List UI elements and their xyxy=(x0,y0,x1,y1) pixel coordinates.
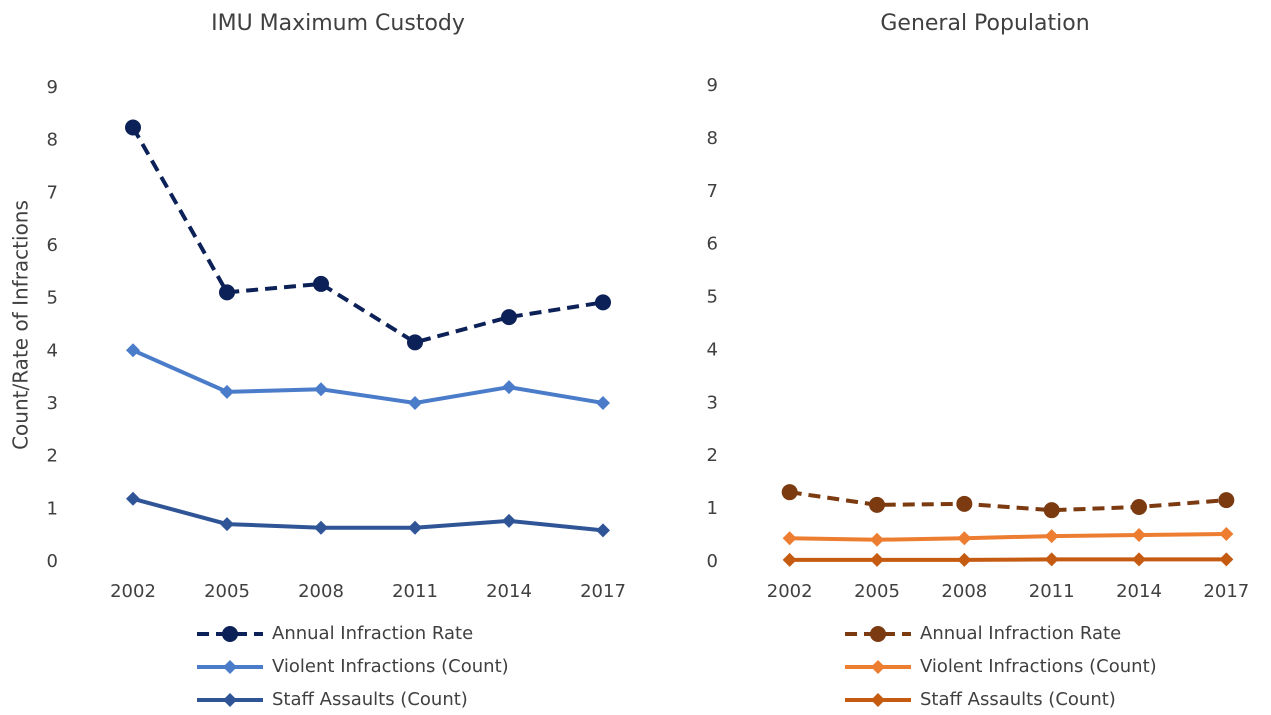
legend-marker xyxy=(223,693,237,707)
point xyxy=(596,523,610,538)
y-tick-label: 9 xyxy=(707,75,718,96)
x-tick-label: 2005 xyxy=(854,581,900,602)
y-tick-label: 4 xyxy=(47,340,58,361)
y-axis-label: Count/Rate of Infractions xyxy=(9,200,33,450)
x-tick-label: 2011 xyxy=(1029,581,1075,602)
legend-label: Violent Infractions (Count) xyxy=(920,656,1157,677)
y-tick-label: 9 xyxy=(47,77,58,98)
point xyxy=(1132,552,1146,567)
x-tick-label: 2014 xyxy=(486,581,532,602)
series-line xyxy=(789,531,1227,542)
y-tick-label: 8 xyxy=(707,128,718,149)
legend-label: Annual Infraction Rate xyxy=(272,623,473,644)
point xyxy=(126,491,140,506)
point xyxy=(501,309,517,326)
point xyxy=(596,395,610,410)
point xyxy=(957,552,972,567)
x-tick-label: 2002 xyxy=(110,581,156,602)
chart-title: General Population xyxy=(880,11,1089,36)
legend-marker xyxy=(870,626,886,642)
y-tick-label: 7 xyxy=(47,182,58,203)
legend-label: Annual Infraction Rate xyxy=(920,623,1121,644)
point xyxy=(502,513,516,528)
y-tick-label: 2 xyxy=(47,446,58,467)
point xyxy=(1218,492,1235,509)
point xyxy=(595,294,611,311)
point xyxy=(219,284,235,301)
chart-title: IMU Maximum Custody xyxy=(211,11,465,36)
point xyxy=(1132,528,1146,543)
x-tick-label: 2005 xyxy=(204,581,250,602)
point xyxy=(408,395,422,410)
y-tick-label: 2 xyxy=(707,445,718,466)
y-tick-label: 8 xyxy=(47,130,58,151)
point xyxy=(126,343,140,358)
point xyxy=(870,552,884,567)
point xyxy=(1219,526,1234,541)
series-line xyxy=(789,557,1227,562)
point xyxy=(956,495,973,512)
x-tick-label: 2017 xyxy=(1203,581,1249,602)
point xyxy=(1043,502,1060,519)
y-tick-label: 4 xyxy=(707,339,718,360)
point xyxy=(782,531,797,546)
legend-marker xyxy=(871,660,885,674)
point xyxy=(313,275,329,292)
point xyxy=(1044,552,1059,567)
point xyxy=(782,552,797,567)
point xyxy=(408,520,422,535)
y-tick-label: 5 xyxy=(47,288,58,309)
series-line xyxy=(132,496,604,533)
point xyxy=(870,532,884,547)
point xyxy=(314,520,328,535)
legend-marker xyxy=(223,660,237,674)
point xyxy=(125,119,141,136)
y-tick-label: 6 xyxy=(47,235,58,256)
y-tick-label: 1 xyxy=(47,498,58,519)
series-line xyxy=(132,348,604,405)
point xyxy=(407,334,423,351)
y-tick-label: 1 xyxy=(707,498,718,519)
point xyxy=(1044,529,1059,544)
point xyxy=(1219,552,1234,567)
y-tick-label: 3 xyxy=(707,392,718,413)
y-tick-label: 3 xyxy=(47,393,58,414)
x-tick-label: 2011 xyxy=(392,581,438,602)
point xyxy=(220,384,234,399)
point xyxy=(220,517,234,532)
legend-label: Violent Infractions (Count) xyxy=(272,656,509,677)
point xyxy=(869,496,885,513)
legend-label: Staff Assaults (Count) xyxy=(272,689,468,710)
point xyxy=(1131,498,1147,515)
x-tick-label: 2014 xyxy=(1116,581,1162,602)
y-tick-label: 5 xyxy=(707,287,718,308)
y-tick-label: 6 xyxy=(707,234,718,255)
point xyxy=(502,380,516,395)
point xyxy=(314,382,328,397)
x-tick-label: 2008 xyxy=(298,581,344,602)
legend-label: Staff Assaults (Count) xyxy=(920,689,1116,710)
legend-marker xyxy=(871,693,885,707)
legend-marker xyxy=(222,626,238,642)
point xyxy=(781,484,798,501)
y-tick-label: 0 xyxy=(707,551,718,572)
x-tick-label: 2017 xyxy=(580,581,626,602)
series-line xyxy=(789,490,1227,513)
x-tick-label: 2008 xyxy=(941,581,987,602)
y-tick-label: 7 xyxy=(707,181,718,202)
point xyxy=(957,531,972,546)
series-line xyxy=(131,126,604,345)
x-tick-label: 2002 xyxy=(767,581,813,602)
y-tick-label: 0 xyxy=(47,551,58,572)
